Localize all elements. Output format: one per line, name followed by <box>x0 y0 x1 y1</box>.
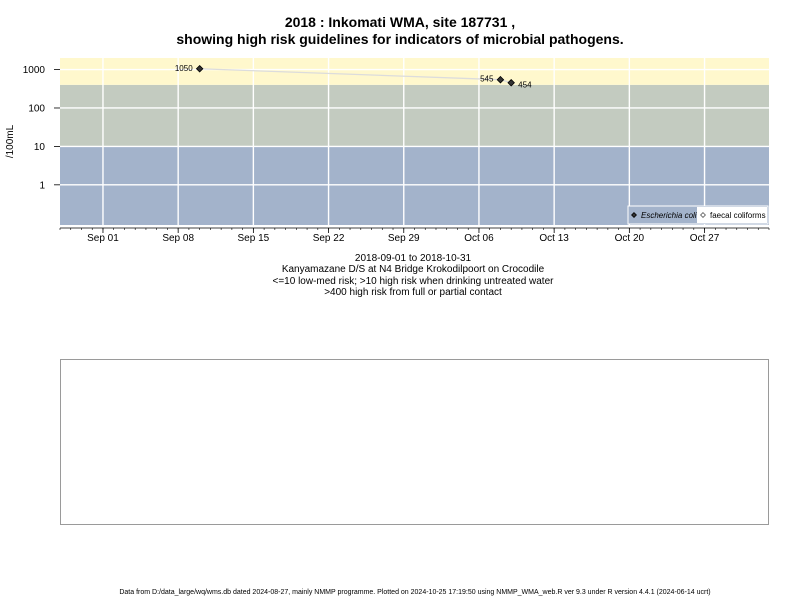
legend-label-faecal: faecal coliforms <box>710 211 766 220</box>
x-tick-label: Oct 06 <box>464 233 494 244</box>
empty-plot-panel <box>60 359 769 525</box>
grid-lines <box>60 58 769 225</box>
x-tick-label: Sep 01 <box>87 233 119 244</box>
caption-guideline-contact: >400 high risk from full or partial cont… <box>324 287 502 298</box>
legend-marker-faecal <box>700 212 706 218</box>
caption-site: Kanyamazane D/S at N4 Bridge Krokodilpoo… <box>281 264 545 275</box>
data-point-label: 545 <box>480 75 494 84</box>
data-point-label: 454 <box>518 81 532 90</box>
x-tick-label: Oct 20 <box>615 233 645 244</box>
x-axis: Sep 01 Sep 08 Sep 15 Sep 22 Sep 29 Oct 06 Oct … <box>59 227 770 244</box>
data-point-label: 1050 <box>175 64 193 73</box>
risk-zone-high-risk-contact <box>60 58 769 85</box>
legend: Escherichia coli faecal coliforms <box>627 205 769 225</box>
y-tick-label: 1000 <box>23 65 46 76</box>
chart-title-line-2: showing high risk guidelines for indicat… <box>176 31 624 47</box>
x-tick-label: Oct 13 <box>539 233 569 244</box>
legend-marker-ecoli <box>631 212 637 218</box>
caption-guideline-drinking: <=10 low-med risk; >10 high risk when dr… <box>272 276 554 287</box>
caption-date-range: 2018-09-01 to 2018-10-31 <box>354 253 472 264</box>
x-tick-label: Sep 22 <box>313 233 345 244</box>
y-tick-label: 100 <box>28 103 45 114</box>
footer-note: Data from D:/data_large/wq/wms.db dated … <box>119 589 711 596</box>
legend-label-ecoli: Escherichia coli <box>641 211 697 220</box>
data-point <box>507 78 515 87</box>
x-tick-label: Sep 08 <box>162 233 194 244</box>
risk-chart: Sep 01 Sep 08 Sep 15 Sep 22 Sep 29 Oct 06 Oct … <box>5 58 770 244</box>
risk-zone-high-risk-drinking <box>60 84 769 147</box>
legend-box-second <box>697 207 767 223</box>
y-tick-label: 10 <box>34 142 46 153</box>
chart-title-line-1: 2018 : Inkomati WMA, site 187731 , <box>284 14 516 30</box>
risk-zones <box>60 58 769 225</box>
x-tick-label: Sep 29 <box>388 233 420 244</box>
data-point <box>496 75 505 84</box>
x-tick-label: Oct 27 <box>690 233 720 244</box>
y-axis-label: /100mL <box>5 124 16 158</box>
data-series: 1050 545 454 <box>175 64 532 90</box>
data-point <box>195 64 204 73</box>
y-tick-label: 1 <box>39 180 45 191</box>
y-axis: 1 10 100 1000/100mL <box>5 65 60 191</box>
x-tick-label: Sep 15 <box>238 233 270 244</box>
